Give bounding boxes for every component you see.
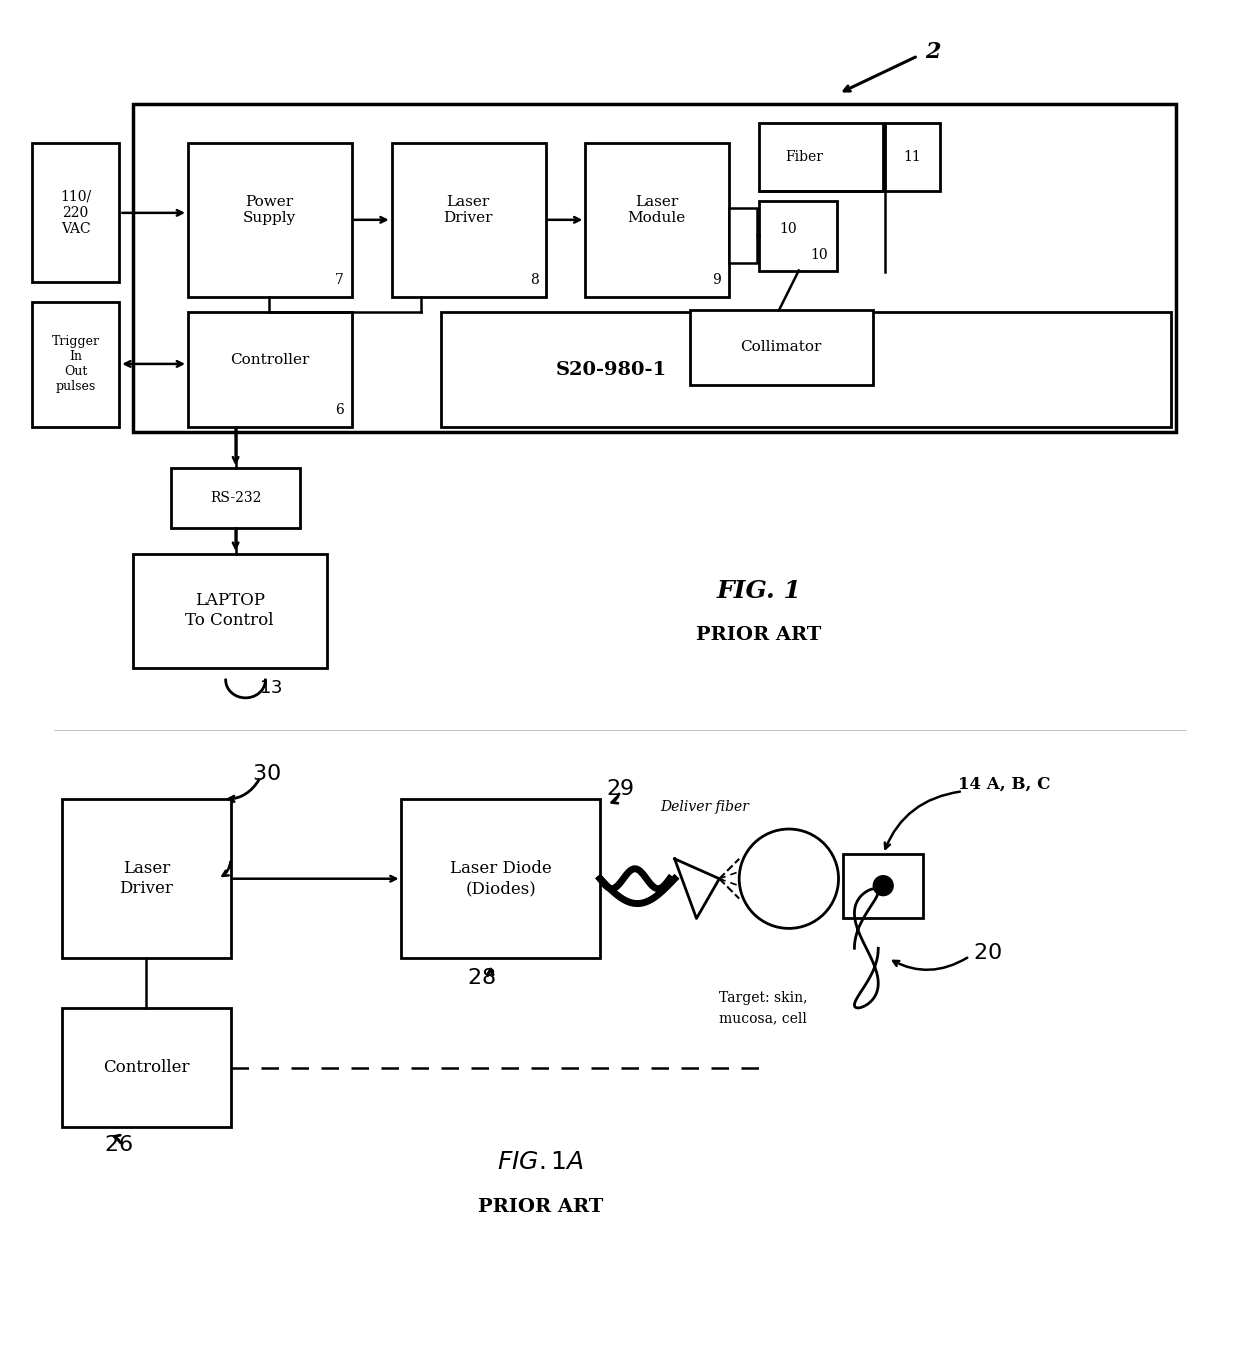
- Circle shape: [873, 876, 893, 896]
- Text: PRIOR ART: PRIOR ART: [477, 1197, 603, 1216]
- Text: PRIOR ART: PRIOR ART: [697, 627, 822, 644]
- Text: 10: 10: [779, 222, 797, 235]
- Text: Laser
Driver: Laser Driver: [119, 861, 174, 897]
- Bar: [133, 104, 1177, 432]
- Text: $\it{13}$: $\it{13}$: [259, 679, 283, 697]
- Bar: [62, 1007, 231, 1127]
- Text: Target: skin,: Target: skin,: [719, 991, 807, 1005]
- Bar: [689, 311, 873, 385]
- Bar: [188, 144, 352, 297]
- Bar: [585, 144, 729, 297]
- Text: $\it{29}$: $\it{29}$: [606, 779, 634, 800]
- Polygon shape: [675, 859, 719, 919]
- Text: $\it{26}$: $\it{26}$: [104, 1134, 133, 1157]
- Text: 6: 6: [335, 402, 343, 417]
- Bar: [62, 799, 231, 958]
- Text: 7: 7: [335, 273, 343, 288]
- Bar: [32, 303, 119, 426]
- Bar: [392, 144, 546, 297]
- Text: 110/
220
VAC: 110/ 220 VAC: [60, 190, 92, 237]
- Text: Deliver fiber: Deliver fiber: [660, 800, 749, 814]
- Text: $\it{FIG. 1A}$: $\it{FIG. 1A}$: [497, 1150, 584, 1174]
- Text: 9: 9: [713, 273, 722, 288]
- Text: RS-232: RS-232: [210, 491, 262, 506]
- Bar: [759, 124, 883, 191]
- Bar: [441, 312, 1172, 426]
- Text: Trigger
In
Out
pulses: Trigger In Out pulses: [52, 335, 99, 393]
- Circle shape: [739, 829, 838, 928]
- Bar: [759, 200, 837, 270]
- Bar: [729, 208, 758, 262]
- Bar: [885, 124, 940, 191]
- Text: LAPTOP
To Control: LAPTOP To Control: [186, 592, 274, 628]
- Text: 8: 8: [529, 273, 538, 288]
- Text: Power
Supply: Power Supply: [243, 195, 296, 225]
- Text: Controller: Controller: [229, 352, 309, 367]
- Text: Laser Diode
(Diodes): Laser Diode (Diodes): [450, 861, 552, 897]
- Bar: [188, 312, 352, 426]
- Bar: [171, 468, 300, 527]
- Text: $\it{30}$: $\it{30}$: [253, 764, 281, 785]
- Text: 2: 2: [925, 40, 941, 63]
- Text: Collimator: Collimator: [740, 340, 822, 354]
- Text: mucosa, cell: mucosa, cell: [719, 1011, 807, 1025]
- Text: 14 A, B, C: 14 A, B, C: [957, 776, 1050, 792]
- Text: 10: 10: [810, 247, 827, 261]
- Text: $\it{28}$: $\it{28}$: [466, 967, 495, 989]
- Text: Laser
Driver: Laser Driver: [443, 195, 492, 225]
- Bar: [133, 554, 327, 668]
- Text: FIG. 1: FIG. 1: [717, 578, 801, 603]
- Text: Laser
Module: Laser Module: [627, 195, 686, 225]
- Text: S20-980-1: S20-980-1: [556, 360, 667, 379]
- Text: $\it{20}$: $\it{20}$: [972, 943, 1002, 964]
- Bar: [32, 144, 119, 282]
- Text: Fiber: Fiber: [786, 151, 823, 164]
- Text: 11: 11: [903, 151, 921, 164]
- Bar: [402, 799, 600, 958]
- Bar: [843, 854, 923, 919]
- Text: Controller: Controller: [103, 1059, 190, 1076]
